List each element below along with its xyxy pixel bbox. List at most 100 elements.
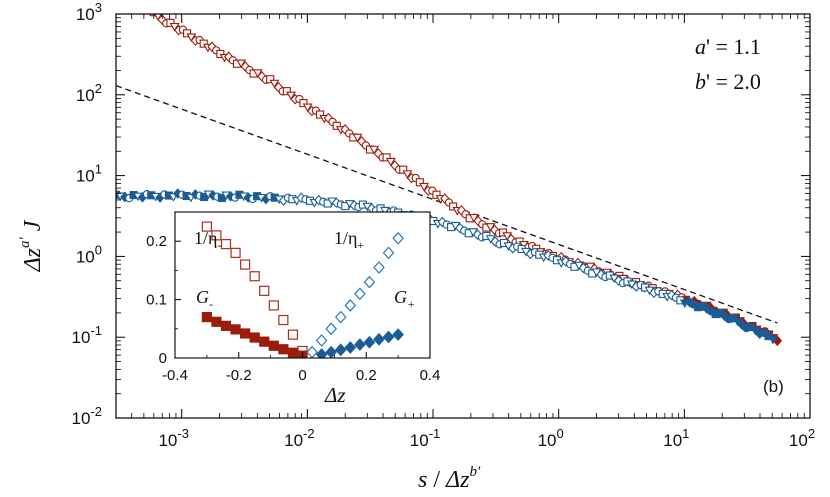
x-tick-label: 100 [538,426,564,450]
x-tick-label: 10-3 [158,426,188,450]
inset-marker [220,239,232,250]
inset-marker [249,332,260,343]
inset-marker [211,230,222,241]
inset-marker [382,330,395,344]
x-tick-label: 10-1 [410,426,440,450]
main-marker [382,153,391,162]
inset-marker [211,316,222,327]
inset-marker [315,348,328,358]
main-marker [352,133,363,143]
annotation-b-prime: b' = 2.0 [695,69,761,94]
inset-marker [373,332,385,346]
main-plot-marks [116,14,783,347]
main-marker [332,121,341,130]
main-marker [266,75,275,84]
inset-marker [354,338,366,351]
x-tick-label: 10-2 [284,426,314,450]
main-marker [385,157,396,167]
main-marker [236,59,247,69]
main-ylabel: Δza'J [17,219,46,272]
inset-marker [259,285,270,296]
main-marker [732,317,743,327]
inset-marker [334,310,347,324]
inset-marker [287,329,299,340]
main-marker [299,99,308,108]
inset-marker [278,344,289,355]
inset-axis-ticks: -0.4 -0.2 0 0.2 0.4 0 0.1 0.2 [146,233,440,384]
inset-marker [363,275,376,289]
main-plot-frame [115,13,811,419]
inset-label-inv-eta-minus: 1/η- [194,228,221,252]
inset-marker [201,221,212,232]
inset-marker [249,271,260,282]
y-tick-label: 10-1 [72,323,102,347]
y-tick-label: 100 [76,242,102,266]
x-tick-label: 102 [789,426,815,450]
inset-label-g-minus: G- [196,287,213,311]
inset-marker [363,335,376,349]
inset-marker [268,340,279,351]
main-marker [199,39,208,48]
inset-marker [392,328,404,342]
main-xlabel: s / Δzb' [418,464,481,493]
annotation-a-prime: a' = 1.1 [695,34,761,59]
y-tick-label: 101 [76,162,102,186]
inset-x-tick-label: -0.2 [226,367,252,384]
inset-marker [240,259,251,270]
main-marker [432,190,441,199]
inset-marker [344,299,357,312]
inset-x-tick-label: 0.2 [356,367,377,384]
inset-marker [201,312,212,323]
inset-x-tick-label: 0 [298,367,306,384]
y-tick-label: 10-2 [72,404,102,428]
main-marker [419,182,429,192]
main-marker [340,124,350,135]
main-marker [282,87,291,96]
inset-marker [287,347,299,358]
inset-marker [373,261,385,274]
inset-y-tick-label: 0.1 [146,292,167,309]
inset-marker [354,287,366,301]
main-marker [369,145,380,155]
inset-xlabel: Δz [324,383,346,407]
inset-plot-marks [201,221,404,358]
main-marker [166,18,175,27]
inset-marker [382,246,395,260]
main-marker [750,326,761,336]
inset-marker [268,300,279,311]
inset-marker [392,231,404,245]
main-marker [286,91,296,101]
inset-y-tick-label: 0.2 [146,233,167,250]
panel-label: (b) [763,377,784,396]
main-marker [186,33,197,43]
inset-x-tick-label: 0.4 [420,367,441,384]
inset-marker [325,322,337,336]
main-marker [269,79,280,89]
inset-label-g-plus: G+ [394,287,415,311]
inset-x-tick-label: -0.4 [162,367,188,384]
y-tick-label: 102 [76,81,102,105]
main-marker [316,110,325,119]
inset-marker [259,336,270,347]
inset-marker [230,324,241,335]
main-marker [183,29,192,38]
main-marker [415,178,424,187]
y-tick-label: 103 [76,0,102,24]
x-tick-label: 101 [663,426,689,450]
main-marker [399,165,408,174]
inset-label-inv-eta-plus: 1/η+ [334,228,364,252]
inset-marker [334,343,347,357]
inset-marker [240,328,251,339]
main-marker [449,202,458,211]
inset-marker [315,334,328,347]
main-marker [768,335,778,345]
inset-marker [220,320,232,331]
inset-marker [344,341,357,354]
inset-marker [278,314,289,326]
inset-marker [230,247,241,258]
main-marker [169,22,180,32]
main-marker [402,170,413,179]
main-marker [252,69,263,78]
main-marker [302,103,313,113]
